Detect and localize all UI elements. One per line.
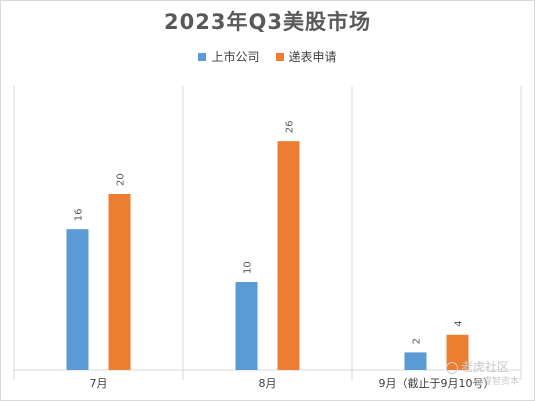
x-tick-label: 7月	[90, 377, 108, 390]
bar-listed	[66, 229, 89, 370]
bar-filings	[108, 194, 131, 370]
tiger-logo-icon	[446, 361, 458, 374]
watermark: 老虎社区 @睿智资本	[446, 360, 534, 396]
chart-title: 2023年Q3美股市场	[164, 10, 371, 34]
bar-data-label: 4	[454, 320, 465, 326]
bar-data-label: 16	[74, 208, 85, 221]
legend-item-filings: 递表申请	[275, 48, 337, 65]
legend-item-listed: 上市公司	[198, 48, 260, 65]
bar-data-label: 20	[116, 173, 127, 186]
watermark-sub: @睿智资本	[474, 377, 520, 387]
legend-label-listed: 上市公司	[211, 50, 260, 64]
legend-label-filings: 递表申请	[288, 50, 337, 64]
chart-legend: 上市公司 递表申请	[0, 48, 535, 65]
bar-listed	[404, 352, 427, 370]
legend-swatch-listed	[198, 52, 207, 61]
watermark-brand: 老虎社区	[461, 360, 510, 374]
legend-swatch-filings	[275, 52, 284, 61]
watermark-brand-row: 老虎社区	[446, 360, 534, 375]
bar-filings	[277, 141, 300, 370]
bar-listed	[235, 282, 258, 370]
bar-data-label: 26	[285, 120, 296, 133]
bar-data-label: 10	[243, 261, 254, 274]
x-tick-label: 9月（截止于9月10号）	[379, 376, 495, 390]
bar-data-label: 2	[412, 338, 423, 344]
x-tick-label: 8月	[259, 377, 277, 390]
bar-filings	[446, 334, 469, 370]
